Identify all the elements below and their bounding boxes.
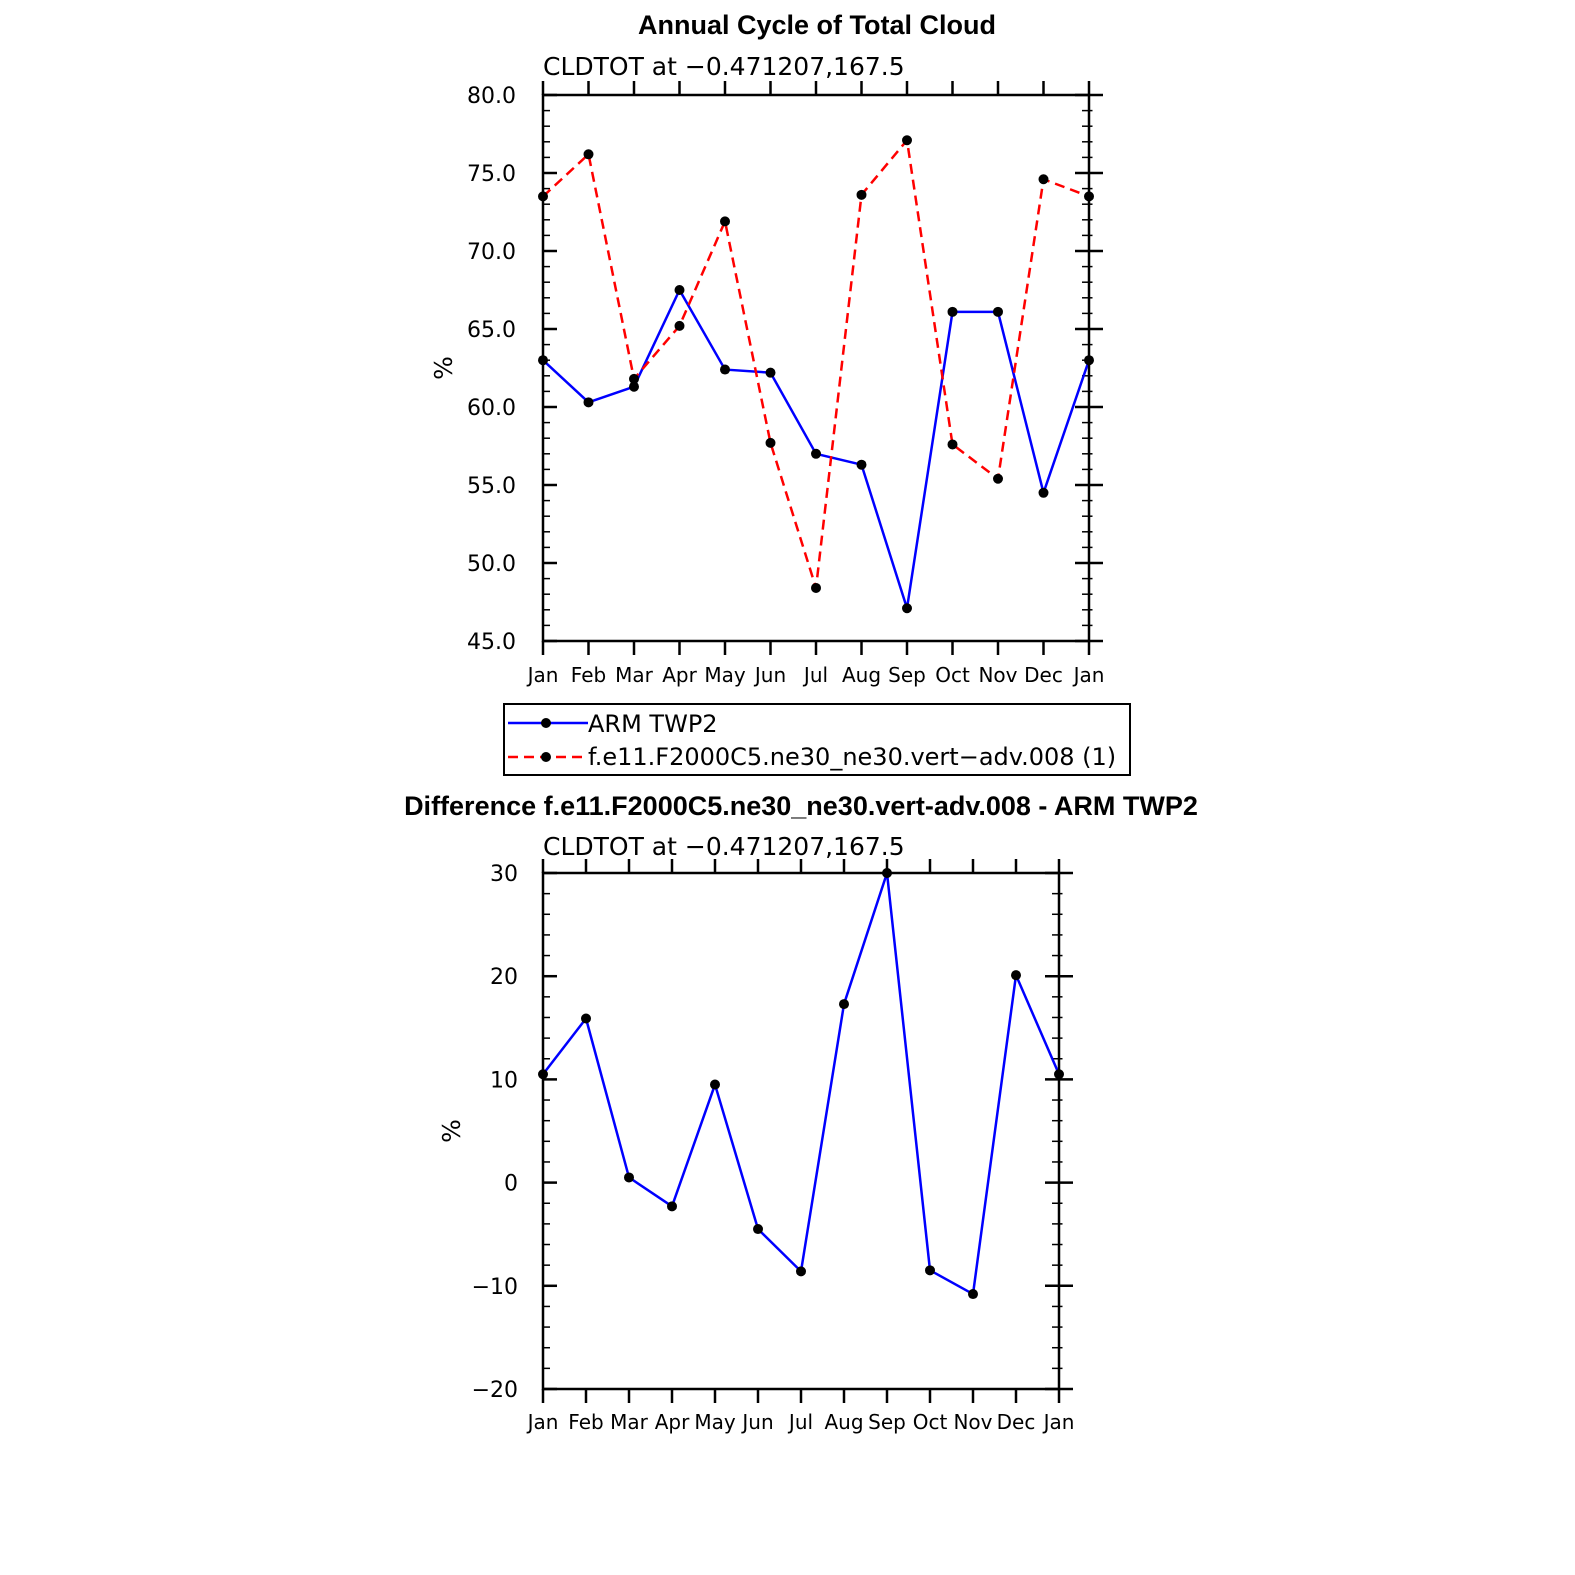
chart1-x-tick-labels: Jan Feb Mar Apr May Jun Jul Aug Sep Oct Nov Dec Jan <box>526 663 1105 687</box>
y-tick-label: 55.0 <box>467 474 516 499</box>
x-tick-label: Jan <box>526 1410 559 1434</box>
x-tick-label: Jan <box>526 663 559 687</box>
x-tick-label: Feb <box>568 1410 603 1434</box>
data-point <box>629 381 639 392</box>
y-tick-label: 30 <box>490 862 518 887</box>
legend-box <box>503 703 1131 776</box>
series-line-1 <box>542 138 1090 590</box>
chart2-x-tick-labels: Jan Feb Mar Apr May Jun Jul Aug Sep Oct Nov Dec Jan <box>526 1410 1075 1434</box>
x-tick-label: Jun <box>753 663 786 687</box>
data-point <box>856 189 867 200</box>
data-point <box>902 135 912 146</box>
chart1-title: Annual Cycle of Total Cloud <box>638 10 996 40</box>
x-tick-label: Aug <box>842 663 881 687</box>
chart1-legend: ARM TWP2 f.e11.F2000C5.ne30_ne30.vert−ad… <box>503 703 1131 776</box>
chart2-subtitle: CLDTOT at −0.471207,167.5 <box>543 832 905 861</box>
legend-marker-model <box>541 752 551 762</box>
data-point <box>993 306 1003 317</box>
data-point <box>811 448 821 459</box>
data-point <box>674 320 685 331</box>
data-point <box>765 367 776 378</box>
x-tick-label: Mar <box>610 1410 649 1434</box>
legend-label-model: f.e11.F2000C5.ne30_ne30.vert−adv.008 (1) <box>588 743 1116 771</box>
data-point <box>765 437 776 448</box>
chart1-y-axis-label: % <box>429 356 458 380</box>
x-tick-label: Dec <box>997 1410 1036 1434</box>
data-point <box>720 216 730 227</box>
y-tick-label: 65.0 <box>467 318 516 343</box>
data-point <box>753 1224 763 1235</box>
data-point <box>925 1265 935 1276</box>
y-tick-label: −10 <box>472 1275 518 1300</box>
data-point <box>674 285 685 295</box>
x-tick-label: May <box>704 663 746 687</box>
data-point <box>667 1201 677 1212</box>
x-tick-label: Mar <box>615 663 654 687</box>
y-tick-label: 45.0 <box>467 630 516 655</box>
x-tick-label: May <box>694 1410 736 1434</box>
chart-difference: Difference f.e11.F2000C5.ne30_ne30.vert-… <box>404 791 1198 1434</box>
chart1-subtitle: CLDTOT at −0.471207,167.5 <box>543 52 905 81</box>
data-point <box>1038 487 1049 498</box>
x-tick-label: Feb <box>571 663 606 687</box>
chart2-ticks <box>541 859 1073 1403</box>
y-tick-label: 60.0 <box>467 396 516 421</box>
x-tick-label: Jul <box>787 1410 813 1434</box>
data-point <box>720 364 730 375</box>
y-tick-label: 80.0 <box>467 84 516 109</box>
chart1-ticks <box>541 81 1103 655</box>
x-tick-label: Jul <box>802 663 828 687</box>
data-point <box>947 439 958 450</box>
x-tick-label: Oct <box>913 1410 948 1434</box>
data-point <box>947 306 958 317</box>
y-tick-label: 20 <box>490 965 518 990</box>
y-tick-label: 70.0 <box>467 240 516 265</box>
y-tick-label: 50.0 <box>467 552 516 577</box>
data-point <box>583 397 594 408</box>
legend-label-arm-twp2: ARM TWP2 <box>588 710 718 738</box>
x-tick-label: Jun <box>740 1410 773 1434</box>
chart-annual-cycle: Annual Cycle of Total Cloud CLDTOT at −0… <box>429 10 1131 776</box>
data-point <box>1011 970 1021 981</box>
x-tick-label: Jan <box>1042 1410 1075 1434</box>
chart1-y-tick-labels: 45.0 50.0 55.0 60.0 65.0 70.0 75.0 80.0 <box>467 84 516 655</box>
x-tick-label: Dec <box>1024 663 1063 687</box>
x-tick-label: Jan <box>1072 663 1105 687</box>
chart1-series <box>538 135 1094 614</box>
data-point <box>993 473 1003 484</box>
data-point <box>581 1013 591 1024</box>
chart2-series <box>538 868 1064 1300</box>
x-tick-label: Sep <box>888 663 926 687</box>
data-point <box>811 582 821 593</box>
data-point <box>902 603 912 614</box>
x-tick-label: Aug <box>824 1410 863 1434</box>
chart2-y-axis-label: % <box>437 1119 466 1143</box>
chart2-y-tick-labels: −20 −10 0 10 20 30 <box>472 862 518 1403</box>
y-tick-label: 10 <box>490 1068 518 1093</box>
data-point <box>968 1289 978 1300</box>
data-point <box>839 999 849 1010</box>
data-point <box>1038 174 1049 185</box>
legend-marker-arm-twp2 <box>541 718 551 728</box>
data-point <box>710 1079 720 1090</box>
x-tick-label: Apr <box>662 663 697 687</box>
data-point <box>624 1172 634 1183</box>
x-tick-label: Sep <box>868 1410 906 1434</box>
y-tick-label: −20 <box>472 1378 518 1403</box>
data-point <box>796 1266 806 1277</box>
data-point <box>856 459 867 470</box>
x-tick-label: Nov <box>953 1410 992 1434</box>
chart2-plot-frame <box>541 871 1061 1391</box>
series-line-0 <box>542 871 1061 1296</box>
y-tick-label: 0 <box>504 1172 518 1197</box>
data-point <box>583 149 594 160</box>
chart2-title: Difference f.e11.F2000C5.ne30_ne30.vert-… <box>404 791 1198 821</box>
y-tick-label: 75.0 <box>467 162 516 187</box>
x-tick-label: Oct <box>935 663 970 687</box>
data-point <box>629 373 639 384</box>
x-tick-label: Nov <box>978 663 1017 687</box>
chart1-plot-frame <box>541 93 1091 643</box>
x-tick-label: Apr <box>655 1410 690 1434</box>
